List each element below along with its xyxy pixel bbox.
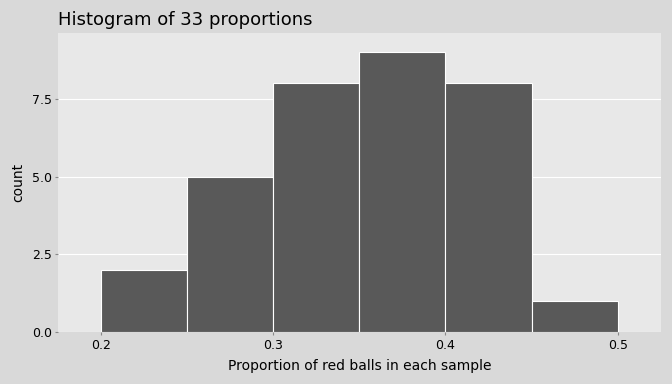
Bar <box>446 83 532 332</box>
X-axis label: Proportion of red balls in each sample: Proportion of red balls in each sample <box>228 359 491 373</box>
Bar <box>273 83 360 332</box>
Y-axis label: count: count <box>11 163 25 202</box>
Bar <box>187 177 273 332</box>
Text: Histogram of 33 proportions: Histogram of 33 proportions <box>58 11 312 29</box>
Bar <box>532 301 618 332</box>
Bar <box>360 52 446 332</box>
Bar <box>101 270 187 332</box>
